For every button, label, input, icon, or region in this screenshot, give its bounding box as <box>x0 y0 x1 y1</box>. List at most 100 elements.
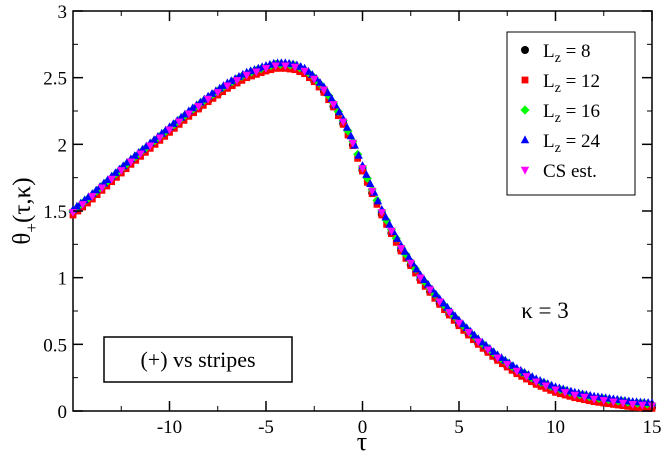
data-point-cs-est <box>78 201 87 209</box>
data-point-cs-est <box>184 110 193 119</box>
data-point-l-z-24 <box>354 150 363 159</box>
data-point-l-z-24 <box>169 119 178 127</box>
y-tick-label: 2 <box>58 135 68 156</box>
data-point-l-z-24 <box>477 337 487 346</box>
data-point-l-z-24 <box>323 88 332 97</box>
y-axis-title: θ+(τ,κ) <box>9 177 41 244</box>
data-point-cs-est <box>339 118 348 127</box>
data-point-cs-est <box>174 118 184 127</box>
y-tick-label: 0.5 <box>43 335 67 356</box>
data-point-l-z-24 <box>420 275 429 283</box>
data-point-cs-est <box>88 193 97 201</box>
data-point-cs-est <box>483 346 493 355</box>
data-point-l-z-24 <box>373 196 383 205</box>
data-point-cs-est <box>435 298 444 307</box>
data-point-cs-est <box>609 398 618 407</box>
data-point-l-z-24 <box>149 135 159 143</box>
data-point-cs-est <box>560 389 570 397</box>
data-point-cs-est <box>618 399 628 408</box>
y-tick-label: 0 <box>58 402 68 423</box>
data-point-l-z-24 <box>362 170 371 178</box>
legend-label: Lz = 12 <box>543 71 600 96</box>
data-point-cs-est <box>358 165 367 173</box>
data-point-cs-est <box>445 309 454 317</box>
legend-label: CS est. <box>543 161 597 182</box>
data-point-cs-est <box>599 397 608 405</box>
y-axis-title-rest: (τ,κ) <box>9 177 36 223</box>
x-tick-label: 10 <box>546 417 565 438</box>
data-point-l-z-24 <box>439 298 448 307</box>
y-axis-ticks: 0 0.5 1 1.5 2 2.5 3 <box>43 2 652 423</box>
data-point-cs-est <box>512 367 522 376</box>
data-point-cs-est <box>628 401 637 409</box>
data-point-cs-est <box>503 361 512 369</box>
data-point-l-z-24 <box>161 125 170 134</box>
data-point-cs-est <box>252 68 261 77</box>
data-point-l-z-24 <box>489 347 498 355</box>
data-point-l-z-24 <box>470 330 479 339</box>
data-point-cs-est <box>213 89 222 97</box>
data-point-l-z-24 <box>188 103 197 112</box>
data-point-cs-est <box>136 150 145 159</box>
data-point-cs-est <box>387 227 396 236</box>
data-point-l-z-24 <box>327 94 336 102</box>
data-point-cs-est <box>319 86 329 95</box>
legend-marker <box>520 105 530 115</box>
data-point-cs-est <box>232 77 242 85</box>
data-point-cs-est <box>348 139 358 148</box>
y-axis-title-main: θ <box>9 233 36 245</box>
data-point-cs-est <box>107 175 116 184</box>
data-point-cs-est <box>300 67 309 76</box>
legend: Lz = 8 Lz = 12 Lz = 16 Lz = 24 CS est. <box>520 41 601 182</box>
data-point-l-z-24 <box>346 131 356 140</box>
data-point-cs-est <box>406 259 415 268</box>
data-point-cs-est <box>290 63 300 72</box>
data-point-cs-est <box>416 274 425 283</box>
x-axis-title: τ <box>357 427 367 456</box>
data-point-l-z-24 <box>423 280 433 288</box>
data-point-cs-est <box>155 134 165 143</box>
data-point-cs-est <box>551 386 560 395</box>
x-tick-label: 15 <box>643 417 662 438</box>
data-point-cs-est <box>281 62 290 71</box>
data-point-cs-est <box>203 95 213 104</box>
data-point-cs-est <box>541 382 551 391</box>
legend-marker <box>521 46 529 54</box>
data-point-cs-est <box>522 373 531 381</box>
data-point-l-z-24 <box>443 302 452 311</box>
data-point-cs-est <box>261 65 271 73</box>
kappa-annotation: κ = 3 <box>521 298 569 323</box>
data-point-cs-est <box>638 401 647 410</box>
y-tick-label: 2.5 <box>43 69 67 90</box>
data-point-cs-est <box>580 393 589 402</box>
data-point-cs-est <box>146 142 155 151</box>
data-point-cs-est <box>97 184 107 193</box>
data-point-cs-est <box>194 103 203 111</box>
data-markers <box>68 58 657 412</box>
y-tick-label: 1.5 <box>43 202 67 223</box>
data-point-l-z-24 <box>400 246 410 255</box>
data-point-cs-est <box>454 319 464 328</box>
boxed-label: (+) vs stripes <box>140 347 255 372</box>
data-point-cs-est <box>329 101 338 109</box>
data-point-cs-est <box>425 286 435 295</box>
data-point-l-z-24 <box>404 252 414 261</box>
legend-label: Lz = 24 <box>543 131 601 156</box>
y-axis-title-sub: + <box>22 223 41 233</box>
x-tick-label: -5 <box>258 417 274 438</box>
data-point-l-z-24 <box>412 264 421 273</box>
data-point-l-z-24 <box>462 323 471 331</box>
data-point-cs-est <box>242 71 251 80</box>
y-tick-label: 3 <box>58 2 68 23</box>
data-point-l-z-24 <box>72 201 82 210</box>
data-point-cs-est <box>464 329 473 337</box>
data-point-l-z-24 <box>431 289 441 298</box>
data-point-l-z-24 <box>227 76 236 85</box>
data-point-l-z-24 <box>335 107 344 116</box>
x-tick-label: 5 <box>454 417 464 438</box>
x-tick-label: -10 <box>157 417 182 438</box>
data-point-cs-est <box>532 378 541 387</box>
data-point-cs-est <box>310 75 319 84</box>
legend-label: Lz = 16 <box>543 101 600 126</box>
